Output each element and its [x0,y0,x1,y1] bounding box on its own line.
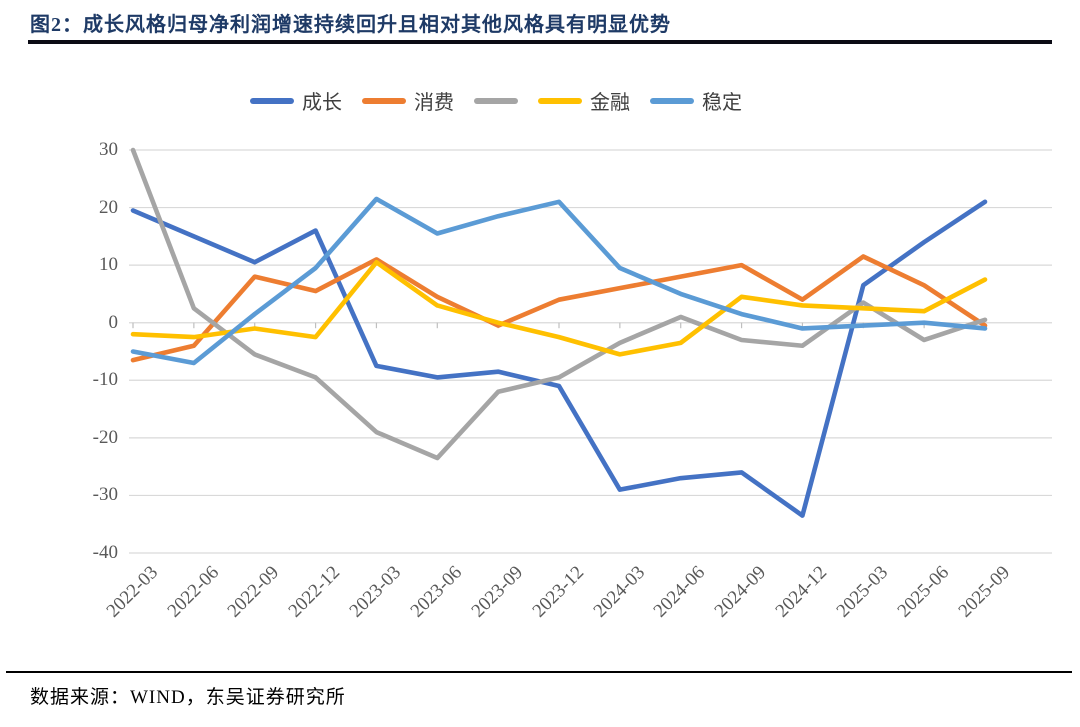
series-line-成长 [130,199,988,518]
series-line-金融 [130,259,988,357]
chart-legend: 成长 消费 金融 稳定 [250,86,742,115]
figure-title: 图2：成长风格归母净利润增速持续回升且相对其他风格具有明显优势 [30,14,671,36]
data-source: 数据来源：WIND，东吴证券研究所 [30,687,346,708]
footer-divider [6,671,1072,673]
series-line-消费 [130,254,988,363]
legend-item-gray-2 [474,97,518,104]
legend-label: 金融 [590,92,630,114]
legend-swatch [474,97,518,104]
legend-swatch [538,97,582,104]
legend-item-稳定: 稳定 [650,86,742,115]
legend-swatch [362,97,406,104]
legend-label: 成长 [302,92,342,114]
y-axis-label: -40 [92,542,118,563]
legend-swatch [650,97,694,104]
y-axis-label: -20 [92,426,118,448]
legend-item-金融: 金融 [538,86,630,115]
legend-label: 稳定 [702,92,742,114]
series-line-稳定 [130,196,988,366]
y-axis-label: -10 [92,369,118,391]
legend-swatch [250,97,294,104]
y-axis-label: 10 [99,254,118,276]
legend-item-消费: 消费 [362,86,454,115]
title-divider [28,40,1052,44]
legend-item-成长: 成长 [250,86,342,115]
y-axis-label: -30 [92,484,118,506]
legend-label: 消费 [414,92,454,114]
series-line-gray-2 [130,147,988,461]
y-axis-label: 20 [99,196,118,218]
y-axis-label: 0 [108,311,119,333]
y-axis-label: 30 [99,139,118,160]
